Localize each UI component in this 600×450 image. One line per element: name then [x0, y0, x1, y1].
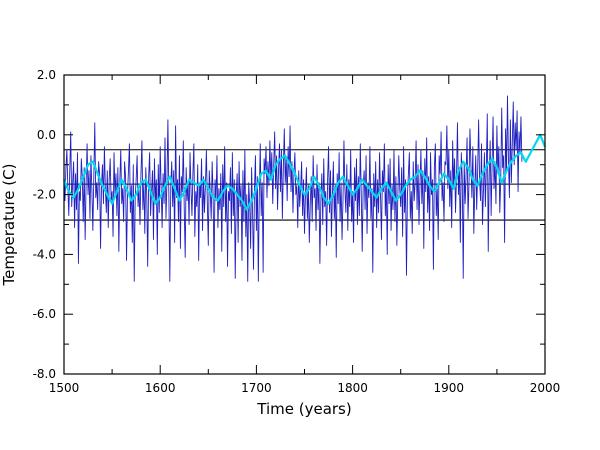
x-axis-title: Time (years)	[256, 400, 351, 418]
y-tick-label: -2.0	[33, 188, 56, 202]
y-tick-label: 0.0	[37, 128, 56, 142]
series-layer	[62, 95, 547, 282]
axis-ticks: 1500 1600 1700 1800 1900 2000 2.0 0.0 -2.0 -4.0 -6…	[33, 68, 561, 395]
y-tick-label: -8.0	[33, 367, 56, 381]
series-line-0	[63, 95, 523, 282]
x-tick-label: 1800	[337, 381, 368, 395]
y-axis-title: Temperature (C)	[0, 164, 18, 287]
x-tick-label: 1900	[434, 381, 465, 395]
y-tick-label: 2.0	[37, 68, 56, 82]
y-tick-label: -4.0	[33, 247, 56, 261]
series-line-1	[62, 133, 547, 211]
x-tick-label: 1600	[145, 381, 176, 395]
x-tick-label: 1500	[49, 381, 80, 395]
y-tick-label: -6.0	[33, 307, 56, 321]
x-tick-label: 2000	[530, 381, 561, 395]
x-tick-label: 1700	[241, 381, 272, 395]
